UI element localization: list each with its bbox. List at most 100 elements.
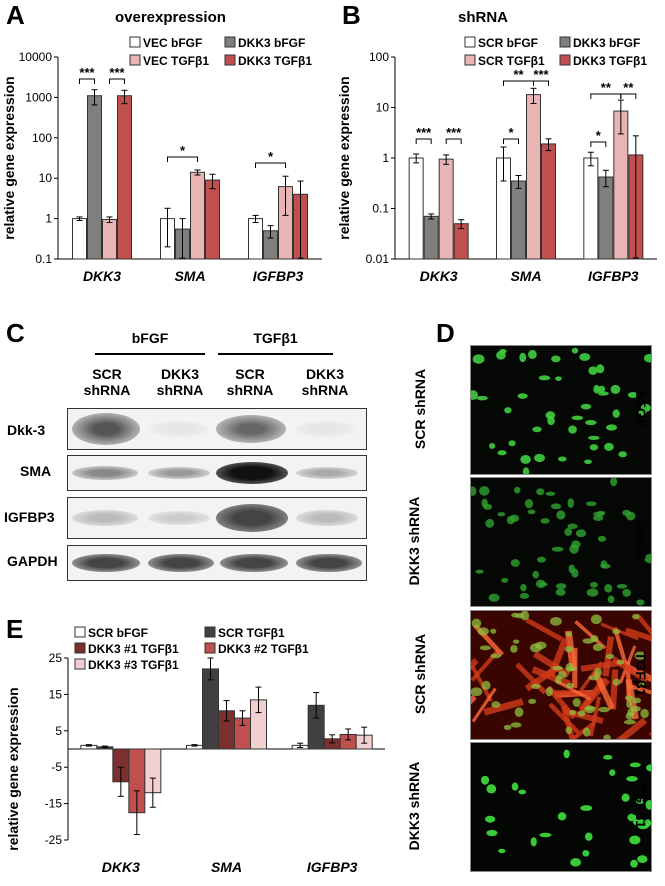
nucleus	[490, 628, 497, 634]
x-category-label: SMA	[174, 268, 205, 284]
panel-letter-b: B	[342, 0, 361, 30]
legend-label: VEC TGFβ1	[143, 54, 209, 68]
micro-right-label-2: bFGF	[633, 522, 649, 560]
band	[72, 510, 138, 526]
nucleus	[593, 514, 604, 522]
nucleus	[480, 775, 490, 785]
nucleus	[571, 415, 584, 421]
nucleus	[565, 726, 572, 734]
nucleus	[622, 588, 631, 597]
legend-swatch	[224, 36, 236, 48]
blot-strip-igfbp3	[67, 497, 367, 539]
nucleus	[510, 559, 520, 567]
nucleus	[605, 653, 615, 660]
panel-letter-e: E	[6, 614, 24, 644]
bar	[598, 176, 614, 260]
nucleus	[624, 695, 634, 701]
nucleus	[646, 764, 651, 772]
nucleus	[557, 812, 567, 821]
legend-label: DKK3 TGFβ1	[573, 54, 647, 68]
nucleus	[566, 682, 575, 689]
blot-lane-4-top: DKK3	[305, 366, 345, 382]
nucleus	[568, 425, 577, 434]
significance-label: **	[601, 80, 612, 95]
band	[72, 554, 140, 572]
y-tick-label: 100	[369, 50, 389, 64]
nucleus	[536, 488, 545, 496]
chart-e-knockdown: relative gene expression -25 -15 -5 5 15 25 DKK…	[5, 626, 385, 875]
y-axis-label: relative gene expression	[5, 687, 21, 850]
legend-swatch	[224, 54, 236, 66]
nucleus	[605, 424, 618, 431]
legend-label: SCR bFGF	[88, 626, 148, 640]
nucleus	[517, 393, 528, 399]
nucleus	[571, 347, 579, 354]
significance-bracket	[590, 141, 607, 147]
legend-label: DKK3 #1 TGFβ1	[88, 642, 179, 656]
nucleus	[626, 776, 638, 782]
nucleus	[555, 588, 566, 596]
nucleus	[637, 855, 648, 863]
chart-title: overexpression	[115, 9, 226, 26]
micro-left-label-2: DKK3 shRNA	[406, 496, 422, 586]
nucleus	[512, 639, 520, 644]
nucleus	[643, 353, 651, 363]
nucleus	[621, 793, 630, 802]
nucleus	[530, 837, 537, 847]
nucleus	[603, 755, 613, 760]
nucleus	[532, 426, 542, 433]
y-tick-label: 10	[39, 171, 53, 185]
nucleus	[582, 849, 590, 857]
significance-bracket	[415, 138, 432, 144]
nucleus	[524, 499, 534, 509]
legend-label: SCR TGFβ1	[478, 54, 545, 68]
nucleus	[545, 686, 554, 697]
nucleus	[485, 815, 496, 823]
actin-fiber	[531, 666, 572, 688]
nucleus	[610, 478, 618, 487]
actin-fiber	[618, 645, 637, 684]
nucleus	[600, 563, 611, 569]
nucleus	[594, 667, 602, 677]
nucleus	[598, 706, 610, 713]
bar	[87, 95, 102, 260]
blot-lane-4-bottom: shRNA	[301, 382, 349, 398]
nucleus	[607, 595, 615, 604]
blot-strip-sma	[67, 455, 367, 491]
legend-label: DKK3 bFGF	[238, 36, 305, 50]
nucleus	[501, 577, 509, 583]
band	[296, 421, 356, 437]
significance-label: ***	[79, 65, 95, 80]
nucleus	[612, 678, 621, 686]
nucleus	[564, 527, 573, 536]
nucleus	[629, 835, 641, 845]
legend-label: SCR TGFβ1	[218, 626, 285, 640]
chart-b-shrna: shRNA relative gene expression 0.01 0.1 1 10 1…	[336, 9, 657, 284]
actin-fiber	[616, 717, 648, 739]
y-tick-label: -5	[51, 760, 62, 774]
blot-row-sma-label: SMA	[20, 463, 52, 479]
nucleus	[640, 403, 651, 412]
nucleus	[570, 858, 582, 867]
nucleus	[556, 510, 566, 520]
significance-label: *	[268, 149, 274, 164]
nucleus	[575, 529, 587, 538]
nucleus	[535, 579, 546, 589]
actin-fiber	[471, 687, 497, 723]
nucleus	[564, 645, 574, 653]
legend-swatch	[464, 36, 476, 48]
blot-row-igfbp3-label: IGFBP3	[4, 509, 55, 525]
band	[72, 413, 140, 445]
significance-label: *	[180, 143, 186, 158]
nucleus	[616, 583, 628, 589]
y-tick-label: 15	[49, 687, 63, 701]
nucleus	[627, 813, 637, 822]
actin-fiber	[525, 617, 563, 642]
blot-group-bfgf: bFGF	[131, 330, 169, 346]
blot-lane-3-bottom: shRNA	[226, 382, 274, 398]
bar	[202, 668, 219, 750]
nucleus	[520, 583, 527, 592]
micro-right-label-1: bFGF	[633, 390, 649, 428]
blot-group-tgfb1: TGFβ1	[253, 330, 298, 346]
nucleus	[514, 707, 524, 718]
